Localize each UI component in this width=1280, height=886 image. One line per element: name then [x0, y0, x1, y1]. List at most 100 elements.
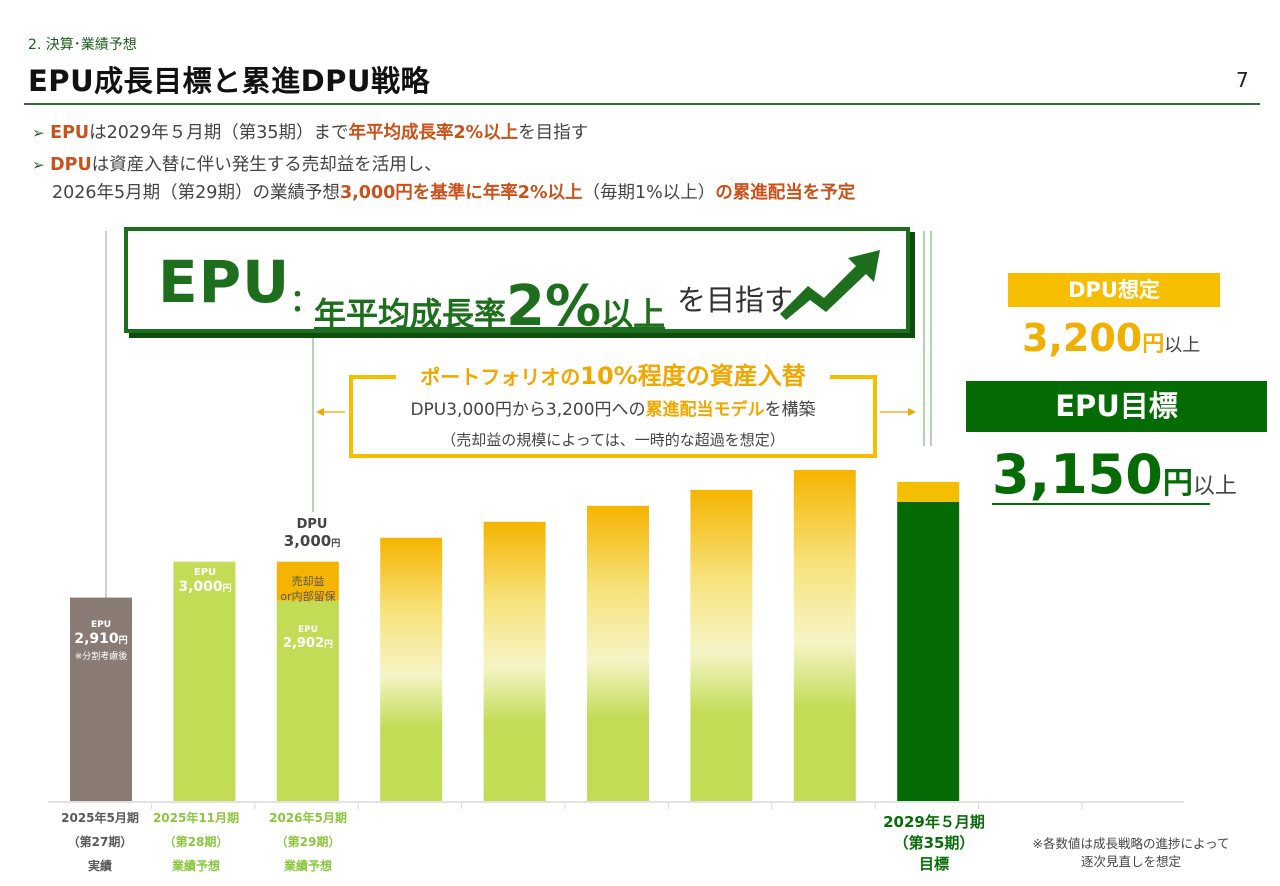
bullet-epu-suffix: を目指す — [518, 123, 589, 143]
bullet-epu: ➢ EPUは2029年５月期（第35期）まで年平均成長率2%以上を目指す — [32, 121, 588, 145]
bullet-dpu-text: は資産入替に伴い発生する売却益を活用し、 — [91, 155, 442, 175]
x-label-term: （第27期） — [67, 835, 133, 849]
bar-target-dpu-gain — [897, 481, 960, 502]
bullet-dpu-continued: 2026年5月期（第29期）の業績予想3,000円を基準に年率2%以上（毎期1%… — [52, 181, 855, 205]
x-label-2025-05: 2025年5月期 （第27期） 実績 — [50, 806, 150, 878]
bar-forecast-epu — [276, 600, 339, 801]
bar-label-number: 3,000 — [178, 579, 223, 595]
asset-title-number: 10% — [580, 362, 638, 390]
dpu-assumption-number: 3,200 — [1022, 316, 1143, 360]
dpu-assumption-suffix: 以上 — [1164, 335, 1201, 356]
bullet-epu-highlight: 年平均成長率2%以上 — [348, 123, 519, 143]
goal-epu-text: EPU — [158, 248, 291, 316]
bar-label-note: ※分割考慮後 — [74, 652, 128, 662]
dpu-assumption-value: 3,200円以上 — [1022, 316, 1200, 360]
epu-target-label: EPU目標 — [966, 381, 1267, 432]
bar-label-2025-05: EPU 2,910円 ※分割考慮後 — [70, 619, 132, 662]
epu-target-value: 3,150円以上 — [992, 443, 1237, 506]
page-title: EPU成長目標と累進DPU戦略 — [28, 64, 430, 98]
bullet-arrow-icon: ➢ — [32, 156, 45, 174]
x-label-2025-11: 2025年11月期 （第28期） 業績予想 — [146, 806, 246, 878]
goal-growth-rate: 年平均成長率2%以上 — [314, 274, 665, 339]
goal-rate-pre: 年平均成長率 — [314, 295, 507, 333]
footnote-line2: 逐次見直しを想定 — [1080, 854, 1181, 869]
footnote: ※各数値は成長戦略の進捗によって 逐次見直しを想定 — [1018, 835, 1244, 871]
asset-replacement-desc: DPU3,000円から3,200円への累進配当モデルを構築 — [352, 395, 874, 420]
asset-title-post: 程度の資産入替 — [637, 362, 806, 390]
epu-target-suffix: 以上 — [1192, 474, 1237, 499]
dpu-label-yen: 円 — [331, 539, 341, 549]
x-label-period: 2025年11月期 — [152, 811, 240, 825]
gain-label-2026-05: 売却益 or内部留保 — [272, 574, 344, 604]
asset-line1-pre: DPU3,000円から3,200円への — [410, 400, 646, 420]
bullet-dpu-keyword: DPU — [50, 155, 92, 175]
bullet-epu-keyword: EPU — [50, 123, 90, 143]
bar-projection — [793, 469, 856, 801]
bullet-dpu-cont-paren: （毎期1%以上） — [582, 183, 716, 203]
goal-rate-number: 2% — [506, 274, 602, 339]
bar-label-value: 2,910円 — [70, 631, 132, 649]
epu-target-underline — [992, 503, 1210, 505]
bar-label-yen: 円 — [222, 584, 232, 594]
bar-projection — [483, 521, 546, 801]
x-label-2026-05: 2026年5月期 （第29期） 業績予想 — [258, 806, 358, 878]
goal-colon: ： — [290, 284, 320, 319]
bar-forecast-dpu-gain — [276, 561, 339, 601]
bar-label-yen: 円 — [118, 636, 128, 646]
goal-rate-post: 以上 — [601, 295, 666, 333]
page-number: 7 — [1236, 68, 1249, 92]
asset-line1-em: 累進配当モデル — [645, 400, 765, 420]
gain-label-line2: or内部留保 — [280, 590, 336, 603]
footnote-line1: ※各数値は成長戦略の進捗によって — [1032, 836, 1230, 851]
x-label-2029-05: 2029年５月期 （第35期） 目標 — [866, 812, 1002, 875]
x-label-period: 2025年5月期 — [61, 811, 139, 825]
bullet-dpu-cont-suffix: の累進配当を予定 — [715, 183, 856, 203]
epu-target-yen: 円 — [1162, 466, 1193, 501]
epu-goal-box — [124, 227, 910, 333]
title-divider — [24, 103, 1260, 105]
asset-arrow-right-head — [908, 408, 916, 416]
bar-forecast — [173, 561, 236, 801]
bar-label-value: 3,000円 — [173, 579, 237, 597]
asset-arrow-left-head — [316, 408, 324, 416]
x-label-type: 業績予想 — [283, 859, 332, 873]
bar-projection — [380, 537, 443, 801]
section-label: 2. 決算･業績予想 — [28, 37, 137, 53]
bar-actual — [70, 597, 132, 801]
x-label-term: （第35期） — [893, 834, 975, 852]
asset-title-pre: ポートフォリオの — [420, 365, 581, 389]
dpu-label-title: DPU — [296, 517, 328, 532]
growth-arrow-icon — [780, 250, 880, 320]
bar-label-title: EPU — [297, 625, 319, 635]
bar-label-value: 2,902円 — [277, 636, 339, 653]
x-label-term: （第28期） — [163, 835, 229, 849]
x-label-period: 2026年5月期 — [269, 811, 347, 825]
asset-line1-post: を構築 — [764, 400, 816, 420]
dpu-assumption-label: DPU想定 — [1008, 273, 1220, 307]
bar-projection — [690, 489, 753, 801]
bullet-dpu-cont-highlight: 3,000円を基準に年率2%以上 — [339, 183, 583, 203]
epu-target-number: 3,150 — [992, 443, 1163, 506]
x-label-term: （第29期） — [275, 835, 341, 849]
bar-label-number: 2,910 — [74, 631, 119, 647]
x-label-type: 目標 — [918, 855, 949, 873]
x-label-type: 実績 — [87, 859, 112, 873]
gain-label-line1: 売却益 — [291, 575, 325, 588]
bar-label-title: EPU — [193, 567, 217, 578]
bar-projection — [587, 505, 649, 801]
dpu-assumption-yen: 円 — [1142, 332, 1165, 357]
dpu-label-number: 3,000 — [283, 532, 332, 550]
bar-target-epu — [897, 501, 960, 801]
bar-label-number: 2,902 — [282, 636, 325, 651]
bar-label-2026-05: EPU 2,902円 — [277, 624, 339, 653]
asset-replacement-title: ポートフォリオの10%程度の資産入替 — [396, 356, 830, 391]
dpu-label-2026-05: DPU 3,000円 — [272, 517, 352, 552]
bar-label-yen: 円 — [324, 640, 334, 650]
bullet-dpu-cont-text: 2026年5月期（第29期）の業績予想 — [52, 183, 340, 203]
x-label-type: 業績予想 — [171, 859, 220, 873]
bullet-epu-text: は2029年５月期（第35期）まで — [89, 123, 349, 143]
goal-suffix: を目指す — [677, 283, 794, 317]
dpu-label-value: 3,000円 — [272, 533, 352, 552]
bullet-arrow-icon: ➢ — [32, 124, 45, 142]
